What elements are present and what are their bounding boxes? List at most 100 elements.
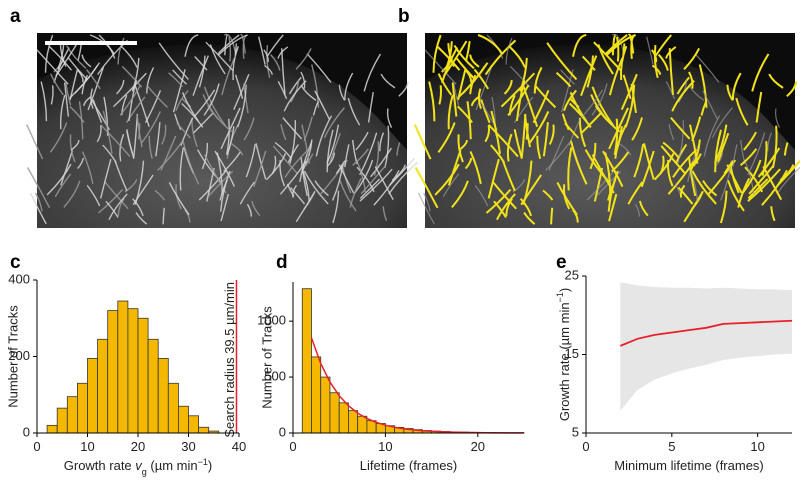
streak [220, 193, 230, 222]
streak [96, 125, 102, 143]
track-overlay [569, 140, 588, 185]
streak [331, 163, 344, 201]
streak [103, 181, 129, 210]
streak [301, 124, 311, 164]
streak [323, 107, 345, 138]
streak [277, 81, 288, 100]
streak [120, 45, 138, 68]
track-overlay [484, 125, 491, 143]
x-tick-label: 30 [181, 439, 195, 454]
line [619, 319, 793, 347]
x-axis-label: Lifetime (frames) [360, 458, 458, 473]
y-axis-label: Number of Tracks [5, 305, 20, 408]
track-overlay [457, 105, 473, 124]
panel-letter: e [556, 252, 567, 273]
streak [65, 45, 87, 69]
track-overlay [542, 189, 554, 201]
track-overlay [441, 46, 459, 84]
streak [219, 179, 228, 201]
streak [646, 36, 654, 65]
streak [157, 142, 183, 171]
streak [155, 122, 161, 157]
track-overlay [466, 101, 472, 140]
streak [119, 84, 142, 116]
streak [168, 182, 190, 216]
streak [355, 159, 367, 195]
streak [192, 55, 209, 96]
streak [384, 125, 390, 168]
y-tick-label: 1000 [257, 313, 286, 328]
streak [245, 144, 256, 178]
streak [266, 45, 271, 78]
track-overlay [717, 132, 730, 163]
x-axis-label: Minimum lifetime (frames) [614, 458, 764, 473]
x-tick-label: 10 [378, 439, 392, 454]
panel-letter: a [10, 6, 21, 27]
track-overlay [627, 181, 644, 205]
streak [160, 135, 177, 171]
streak [59, 43, 67, 67]
streak [270, 54, 281, 71]
bar [157, 358, 169, 434]
streak [128, 79, 137, 121]
track-overlay [506, 133, 513, 162]
track-overlay [465, 41, 471, 62]
streak [505, 37, 513, 65]
streak [279, 159, 286, 187]
bar [87, 358, 98, 434]
streak [373, 169, 400, 206]
annotation: Search radius 39.5 µm/min [222, 282, 237, 438]
track-overlay [608, 193, 618, 222]
track-overlay [563, 89, 577, 112]
track-overlay [438, 85, 442, 105]
streak [618, 142, 632, 156]
streak [668, 124, 675, 141]
streak [50, 85, 54, 105]
track-overlay [493, 200, 507, 219]
track-overlay [607, 170, 619, 212]
y-tick-label: 400 [8, 271, 30, 286]
streak [214, 150, 236, 187]
streak [49, 122, 68, 153]
streak [774, 108, 781, 128]
streak [363, 53, 382, 92]
streak [154, 189, 166, 201]
track-overlay [735, 97, 749, 126]
streak [240, 33, 246, 54]
streak [711, 107, 733, 138]
fit-curve [310, 337, 525, 434]
streak [221, 57, 235, 96]
streak [76, 69, 84, 83]
streak [69, 134, 76, 163]
track-overlay [671, 80, 695, 112]
axis-label: Growth rate vg (µm min−1) [64, 457, 212, 477]
track-overlay [437, 122, 456, 153]
streak [339, 180, 357, 212]
track-overlay [670, 116, 691, 140]
streak [548, 135, 565, 171]
track-overlay [523, 212, 536, 225]
track-overlay [755, 91, 763, 123]
streak [560, 69, 575, 85]
streak [732, 144, 738, 168]
axis-label-part: Growth rate (µm min [557, 302, 572, 421]
streak [46, 163, 72, 196]
track-overlay [477, 88, 482, 109]
y-tick-label: 200 [8, 348, 30, 363]
streak [228, 36, 232, 62]
track-overlay [665, 46, 677, 59]
axis-label-part: Growth rate [64, 458, 136, 473]
track-overlay [519, 57, 528, 92]
streak [373, 141, 380, 176]
y-tick-label: 0 [279, 424, 286, 439]
bar [127, 308, 139, 434]
track-overlay [688, 71, 694, 89]
streak [263, 49, 269, 63]
streak [302, 139, 313, 171]
track-overlay [469, 54, 480, 68]
streak [335, 160, 346, 174]
streak [48, 46, 73, 71]
axis-label-part: ) [557, 288, 572, 292]
track-overlay [731, 72, 742, 101]
streak [98, 189, 124, 214]
